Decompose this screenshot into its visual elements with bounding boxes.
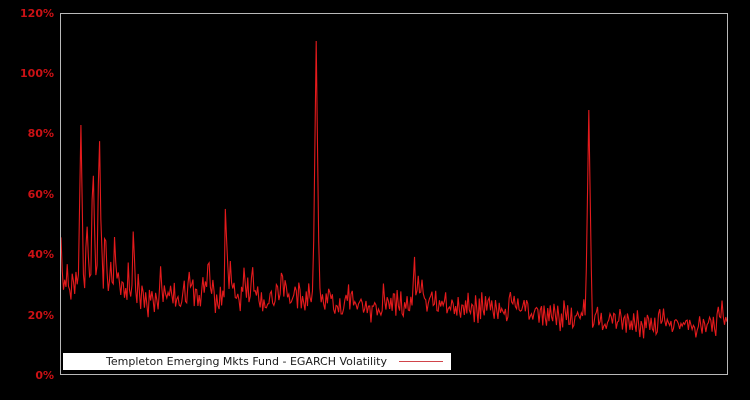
volatility-series-plot — [61, 40, 727, 339]
legend-line-swatch — [399, 361, 443, 362]
legend-entry-label: Templeton Emerging Mkts Fund - EGARCH Vo… — [106, 355, 387, 368]
y-tick-label-20: 20% — [27, 309, 54, 322]
y-tick-label-0: 0% — [35, 369, 54, 382]
y-tick-label-60: 60% — [27, 188, 54, 201]
plot-area — [60, 13, 728, 375]
y-tick-label-40: 40% — [27, 248, 54, 261]
y-tick-label-120: 120% — [20, 7, 54, 20]
series-line-egarch-volatility — [61, 40, 727, 339]
y-tick-label-80: 80% — [27, 127, 54, 140]
legend: Templeton Emerging Mkts Fund - EGARCH Vo… — [63, 353, 451, 370]
y-tick-label-100: 100% — [20, 67, 54, 80]
y-axis: 120% 100% 80% 60% 40% 20% 0% — [0, 0, 54, 400]
